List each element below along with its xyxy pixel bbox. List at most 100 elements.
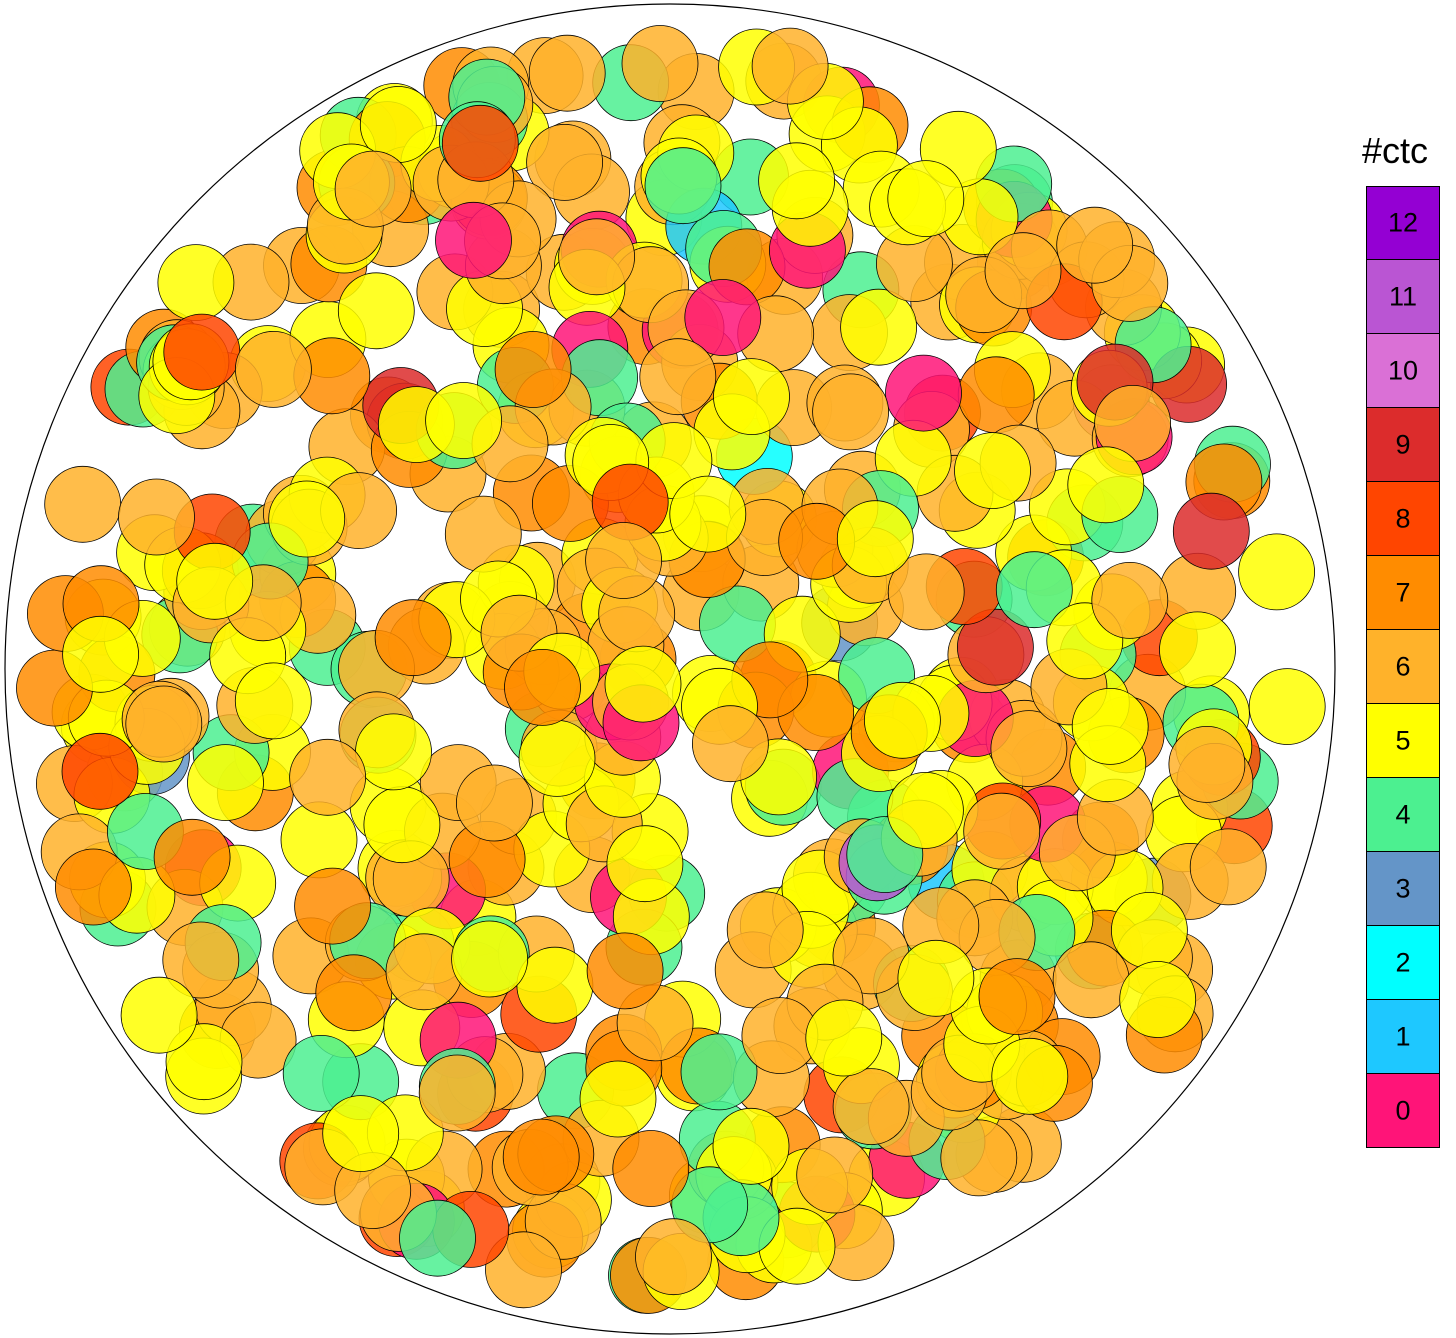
particle-ctc-5 <box>1159 611 1236 689</box>
particle-ctc-5 <box>713 358 790 436</box>
particle-ctc-5 <box>234 662 312 740</box>
particle-ctc-5 <box>805 999 883 1077</box>
particle-ctc-6 <box>385 933 463 1011</box>
legend-swatch-4: 4 <box>1366 778 1440 852</box>
particle-ctc-9 <box>1172 492 1250 570</box>
particle-ctc-5 <box>712 1107 790 1185</box>
particle-ctc-5 <box>1067 446 1145 524</box>
particle-ctc-5 <box>1071 688 1149 765</box>
legend-label: 12 <box>1387 207 1419 238</box>
particle-ctc-5 <box>120 976 198 1054</box>
particle-ctc-6 <box>940 1119 1018 1197</box>
particle-ctc-5 <box>1248 668 1326 745</box>
particle-ctc-5 <box>991 1037 1069 1115</box>
particle-ctc-6 <box>692 705 769 783</box>
particle-ctc-5 <box>187 744 264 821</box>
particle-ctc-6 <box>125 685 203 763</box>
particle-ctc-7 <box>315 954 393 1032</box>
legend-swatch-0: 0 <box>1366 1074 1440 1148</box>
particle-ctc-8 <box>441 104 519 182</box>
particle-ctc-6 <box>1168 726 1246 803</box>
particle-ctc-5 <box>516 946 594 1024</box>
particle-ctc-6 <box>118 478 195 556</box>
container-boundary <box>4 3 1336 1335</box>
particle-ctc-7 <box>374 599 452 677</box>
particle-ctc-7 <box>957 356 1035 434</box>
particle-ctc-6 <box>1189 828 1267 906</box>
particle-ctc-5 <box>864 681 941 759</box>
particle-ctc-7 <box>612 1130 690 1207</box>
legend-label: 3 <box>1395 873 1411 903</box>
particle-ctc-6 <box>621 25 699 102</box>
particle-ctc-8 <box>61 732 139 810</box>
particle-ctc-5 <box>268 480 346 558</box>
particle-ctc-4 <box>644 147 722 225</box>
legend-label: 10 <box>1387 355 1419 385</box>
particle-ctc-6 <box>796 1136 874 1214</box>
legend-label: 2 <box>1395 947 1411 977</box>
particle-ctc-6 <box>485 1231 562 1309</box>
legend-swatch-6: 6 <box>1366 630 1440 704</box>
particle-ctc-6 <box>234 330 312 408</box>
legend-swatch-9: 9 <box>1366 408 1440 482</box>
particle-ctc-7 <box>55 848 132 926</box>
particle-ctc-5 <box>176 542 254 620</box>
legend-label: 4 <box>1395 799 1411 829</box>
packing-view <box>4 3 1336 1335</box>
legend-label: 9 <box>1395 429 1411 459</box>
legend-label: 1 <box>1395 1021 1411 1051</box>
legend-swatch-10: 10 <box>1366 334 1440 408</box>
legend-label: 0 <box>1395 1095 1411 1125</box>
legend-swatch-3: 3 <box>1366 852 1440 926</box>
particle-ctc-7 <box>153 818 231 896</box>
particle-ctc-5 <box>579 1060 657 1138</box>
particle-ctc-6 <box>526 123 603 201</box>
particles-layer <box>16 25 1326 1314</box>
particle-ctc-6 <box>1056 206 1134 284</box>
particle-ctc-5 <box>1238 533 1315 611</box>
particle-ctc-0 <box>684 279 762 356</box>
particle-ctc-6 <box>585 522 662 599</box>
particle-ctc-6 <box>990 710 1068 787</box>
legend-label: 6 <box>1395 651 1411 681</box>
legend-swatch-12: 12 <box>1366 186 1440 260</box>
particle-ctc-5 <box>363 786 441 864</box>
particle-ctc-5 <box>337 272 415 350</box>
particle-ctc-7 <box>294 867 372 945</box>
legend-swatch-8: 8 <box>1366 482 1440 556</box>
particle-ctc-6 <box>984 232 1062 310</box>
particle-ctc-5 <box>425 382 503 459</box>
legend-swatch-5: 5 <box>1366 704 1440 778</box>
particle-ctc-6 <box>726 891 804 969</box>
particle-ctc-9 <box>957 608 1034 686</box>
particle-ctc-5 <box>840 288 917 366</box>
particle-ctc-5 <box>887 160 965 238</box>
particle-ctc-6 <box>887 553 965 631</box>
particle-ctc-6 <box>751 27 829 105</box>
particle-ctc-5 <box>604 645 682 723</box>
legend-title: #ctc <box>1362 130 1429 171</box>
particle-ctc-5 <box>62 615 139 693</box>
particle-ctc-5 <box>1111 892 1188 969</box>
particle-ctc-6 <box>963 792 1041 870</box>
particle-ctc-7 <box>978 958 1056 1035</box>
particle-ctc-6 <box>1052 941 1130 1019</box>
particle-ctc-0 <box>885 354 962 432</box>
particle-ctc-7 <box>502 1118 580 1196</box>
particle-ctc-6 <box>455 764 533 842</box>
particle-ctc-6 <box>44 465 122 543</box>
particle-ctc-4 <box>680 1033 758 1111</box>
particle-ctc-6 <box>289 738 367 816</box>
particle-ctc-5 <box>518 720 596 797</box>
particle-ctc-6 <box>418 1054 496 1132</box>
legend-label: 7 <box>1395 577 1411 607</box>
legend-swatch-11: 11 <box>1366 260 1440 334</box>
particle-ctc-0 <box>435 201 512 279</box>
particle-ctc-5 <box>669 475 747 553</box>
particle-ctc-6 <box>635 1218 712 1296</box>
particle-ctc-6 <box>444 495 522 573</box>
legend-swatch-1: 1 <box>1366 1000 1440 1074</box>
particle-ctc-4 <box>282 1035 360 1112</box>
particle-ctc-7 <box>586 932 664 1010</box>
particle-ctc-5 <box>451 920 529 998</box>
